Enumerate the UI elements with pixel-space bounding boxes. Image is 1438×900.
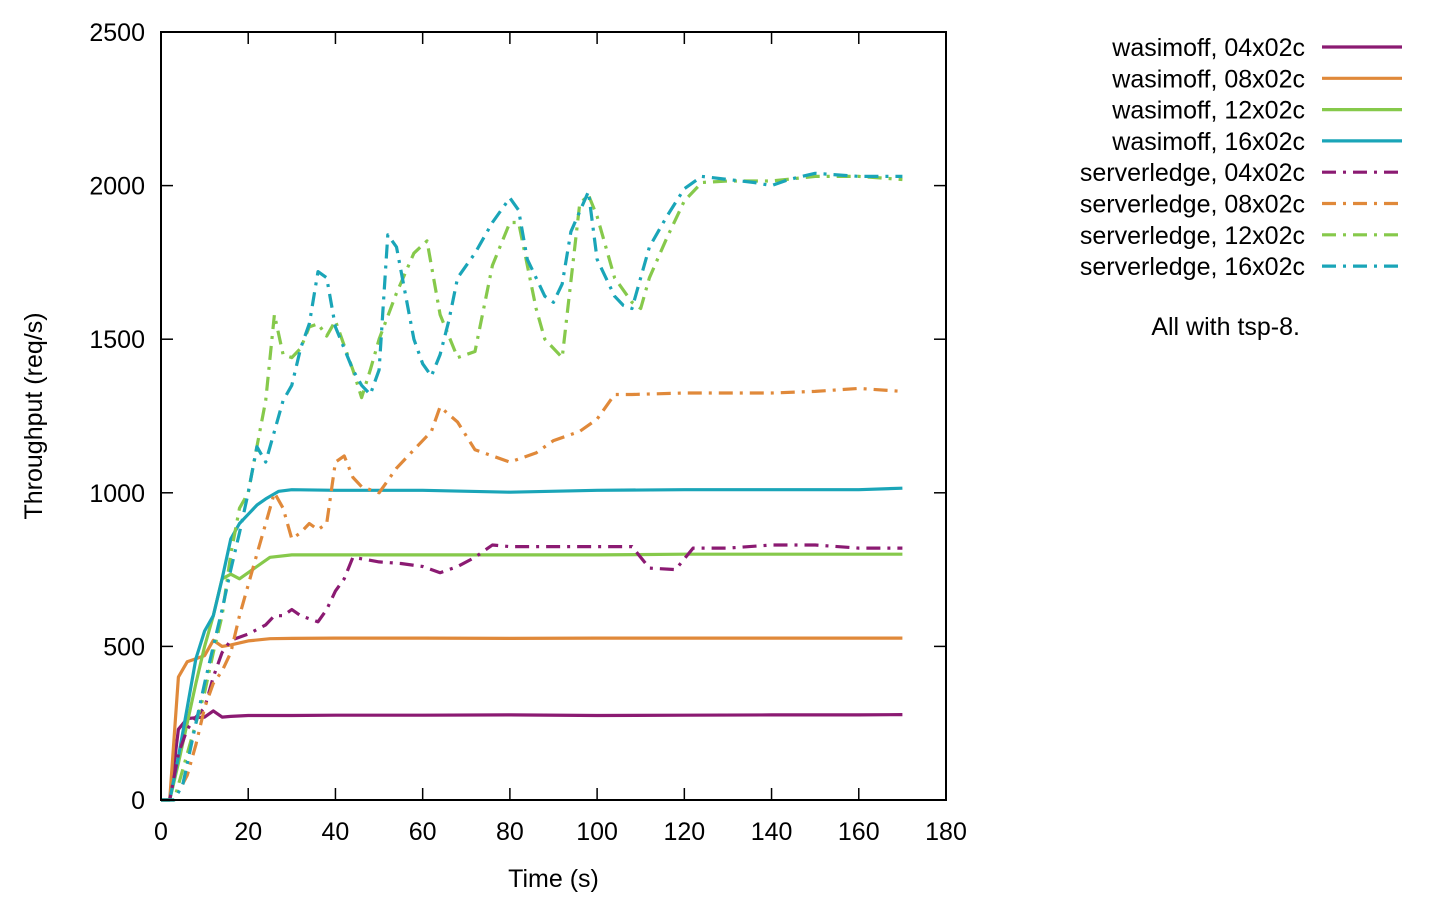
- series-line-6: [161, 386, 903, 802]
- x-tick-label: 120: [663, 818, 705, 846]
- x-tick-label: 80: [496, 818, 524, 846]
- legend-label-7: serverledge, 12x02c: [1080, 222, 1305, 250]
- series-line-4: [161, 486, 903, 802]
- x-tick-label: 160: [838, 818, 880, 846]
- y-tick-label: 0: [131, 787, 145, 815]
- y-tick-label: 1500: [89, 326, 145, 354]
- x-tick-label: 0: [154, 818, 168, 846]
- series-line-5: [161, 543, 903, 802]
- legend: wasimoff, 04x02c wasimoff, 08x02c wasimoff…: [1080, 34, 1402, 281]
- x-tick-label: 40: [322, 818, 350, 846]
- x-tick-label: 180: [925, 818, 967, 846]
- x-tick-label: 100: [576, 818, 618, 846]
- series-layer: [161, 171, 903, 802]
- x-tick-label: 20: [234, 818, 262, 846]
- ticks-layer: 0 20 40 60 80 100 120 140 160 180 0 500 1000 1500 2000…: [89, 19, 966, 846]
- x-tick-label: 140: [751, 818, 793, 846]
- series-line-8: [161, 171, 903, 802]
- x-axis-label: Time (s): [508, 865, 599, 893]
- legend-label-6: serverledge, 08x02c: [1080, 191, 1305, 219]
- y-axis-label: Throughput (req/s): [20, 312, 48, 519]
- legend-note: All with tsp-8.: [1151, 313, 1300, 341]
- legend-label-3: wasimoff, 12x02c: [1111, 97, 1305, 125]
- y-tick-label: 500: [103, 633, 145, 661]
- y-tick-label: 1000: [89, 480, 145, 508]
- series-line-7: [161, 174, 903, 802]
- legend-label-4: wasimoff, 16x02c: [1111, 128, 1305, 156]
- y-tick-label: 2500: [89, 19, 145, 47]
- plot-frame: [160, 31, 947, 801]
- legend-label-5: serverledge, 04x02c: [1080, 159, 1305, 187]
- series-line-1: [161, 709, 903, 802]
- series-line-2: [161, 636, 903, 802]
- legend-label-2: wasimoff, 08x02c: [1111, 65, 1305, 93]
- x-tick-label: 60: [409, 818, 437, 846]
- legend-label-1: wasimoff, 04x02c: [1111, 34, 1305, 62]
- y-tick-label: 2000: [89, 173, 145, 201]
- legend-label-8: serverledge, 16x02c: [1080, 253, 1305, 281]
- series-line-3: [161, 552, 903, 802]
